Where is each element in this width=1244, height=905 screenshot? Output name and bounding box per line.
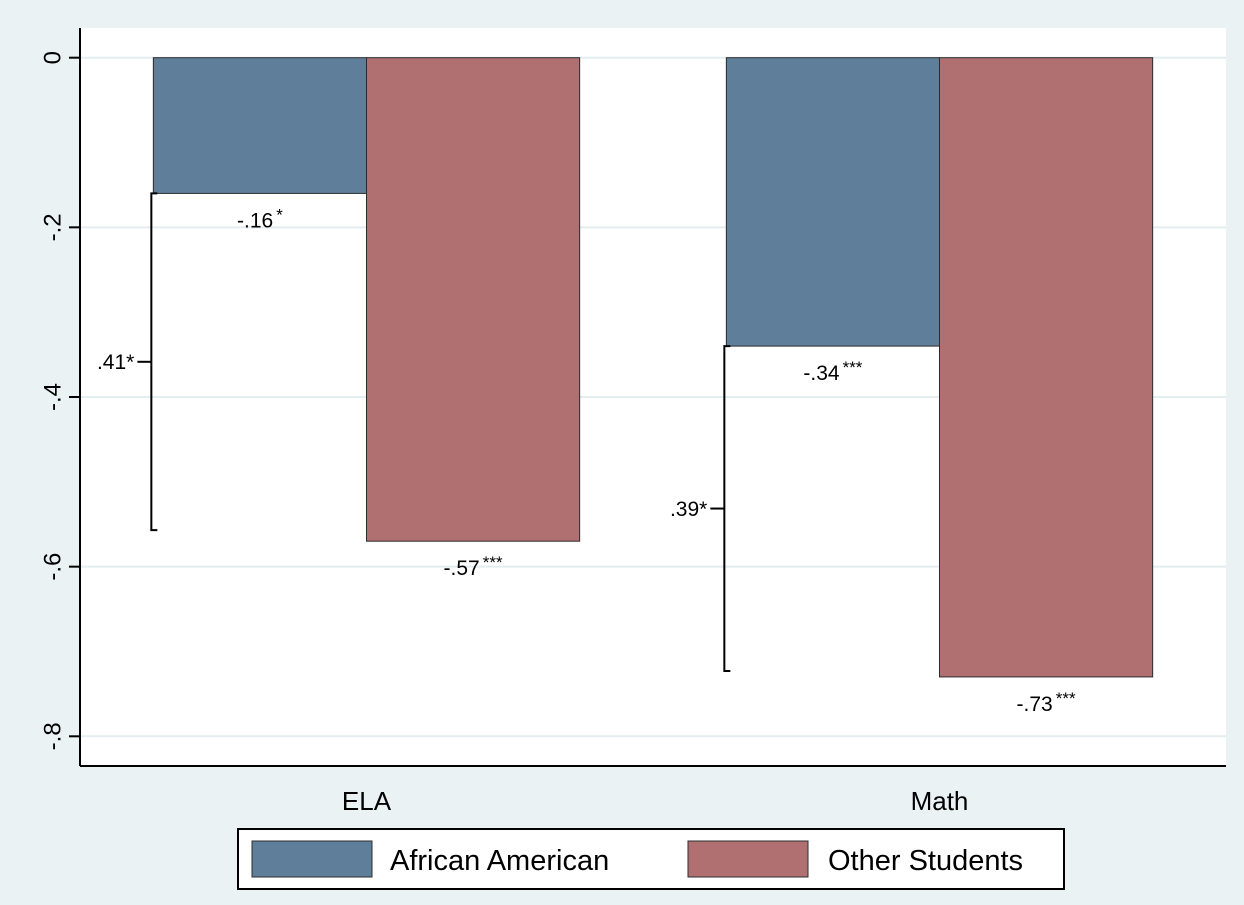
difference-brackets: .41* .39*: [97, 192, 731, 672]
y-tick-label: -.4: [39, 383, 66, 411]
legend-box: [237, 828, 1065, 890]
x-category-label: Math: [911, 786, 969, 816]
legend-label: Other Students: [828, 845, 1023, 877]
data-label: -.73 ***: [1017, 689, 1076, 716]
data-label: -.34 ***: [803, 358, 862, 385]
legend-label: African American: [390, 845, 609, 877]
y-tick-label: 0: [39, 51, 66, 64]
y-tick-label: -.6: [39, 553, 66, 581]
legend-swatch: [687, 840, 809, 878]
y-tick-label: -.2: [39, 213, 66, 241]
data-label: -.57 ***: [444, 553, 503, 580]
data-label: -.16 *: [237, 205, 283, 232]
legend-swatch: [251, 840, 373, 878]
bar-other-students-math: [939, 57, 1154, 678]
legend: African American Other Students: [237, 828, 1065, 890]
data-labels: -.16 * -.57 *** -.34 *** -.73 ***: [237, 205, 1076, 716]
x-axis-categories: ELA Math: [342, 786, 968, 816]
difference-label: .41*: [97, 351, 134, 374]
y-axis-ticks: 0 -.2 -.4 -.6 -.8: [39, 51, 80, 750]
difference-label: .39*: [670, 498, 707, 521]
bar-african-american-math: [725, 57, 940, 347]
y-tick-label: -.8: [39, 722, 66, 750]
bar-african-american-ela: [152, 57, 367, 194]
bar-other-students-ela: [366, 57, 581, 542]
bars: [152, 57, 1154, 678]
x-category-label: ELA: [342, 786, 392, 816]
